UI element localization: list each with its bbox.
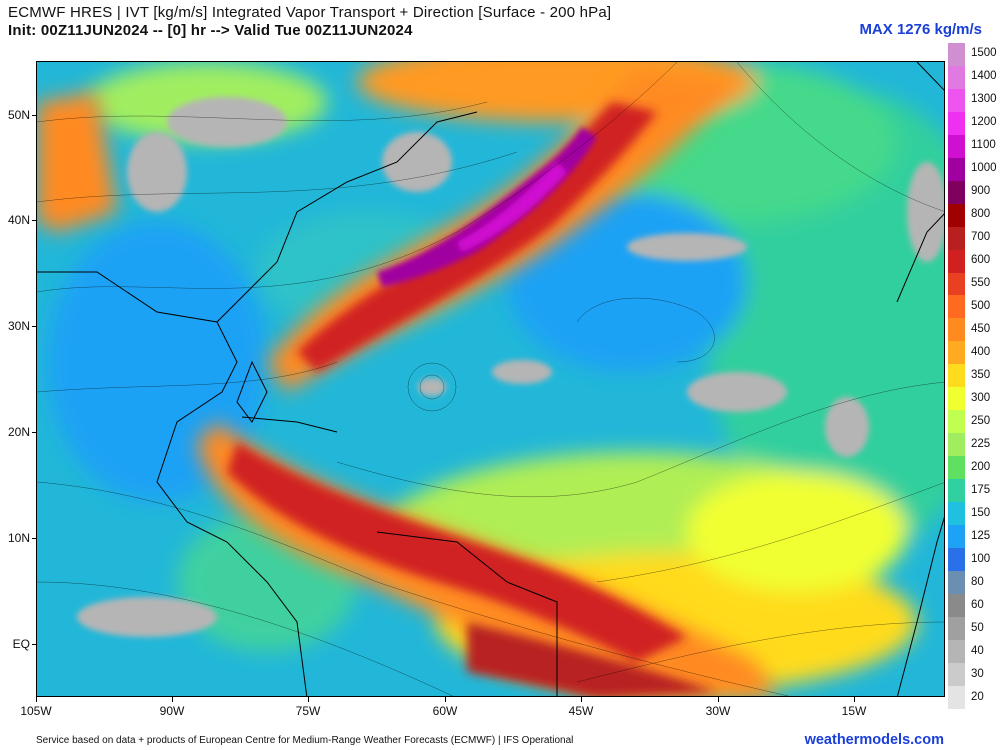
lon-tick <box>308 697 309 702</box>
colorbar-swatch <box>948 639 965 663</box>
colorbar-swatch <box>948 341 965 365</box>
colorbar-swatch <box>948 157 965 181</box>
lon-tick <box>718 697 719 702</box>
colorbar-label: 1400 <box>971 70 997 83</box>
lon-tick <box>172 697 173 702</box>
max-value-label: MAX 1276 kg/m/s <box>859 21 982 38</box>
title-line-1: ECMWF HRES | IVT [kg/m/s] Integrated Vap… <box>8 4 612 21</box>
colorbar-swatch <box>948 203 965 227</box>
lat-label-20n: 20N <box>0 425 37 439</box>
colorbar-label: 700 <box>971 231 991 244</box>
colorbar-swatch <box>948 318 965 342</box>
lon-label-45w: 45W <box>568 704 594 718</box>
chart-title: ECMWF HRES | IVT [kg/m/s] Integrated Vap… <box>8 4 611 40</box>
lon-label-15w: 15W <box>841 704 867 718</box>
colorbar-swatch <box>948 226 965 250</box>
colorbar-swatch <box>948 685 965 709</box>
lat-label-50n: 50N <box>0 108 37 122</box>
colorbar-swatch <box>948 570 965 594</box>
colorbar-label: 550 <box>971 277 991 290</box>
colorbar-label: 225 <box>971 437 991 450</box>
colorbar-swatch <box>948 134 965 158</box>
colorbar-label: 1000 <box>971 162 997 175</box>
colorbar-swatch <box>948 410 965 434</box>
colorbar-label: 450 <box>971 323 991 336</box>
colorbar-label: 1200 <box>971 116 997 129</box>
colorbar-label: 350 <box>971 369 991 381</box>
colorbar-swatch <box>948 88 965 112</box>
colorbar-label: 150 <box>971 506 991 519</box>
colorbar-swatch <box>948 295 965 319</box>
colorbar-swatch <box>948 65 965 89</box>
colorbar-swatch <box>948 111 965 135</box>
colorbar-label: 800 <box>971 208 991 221</box>
lon-tick <box>581 697 582 702</box>
colorbar-label: 1500 <box>971 47 997 60</box>
colorbar-swatch <box>948 525 965 548</box>
colorbar-label: 30 <box>971 667 984 680</box>
lat-label-40n: 40N <box>0 213 37 227</box>
lat-label-30n: 30N <box>0 319 37 333</box>
colorbar-label: 175 <box>971 483 991 496</box>
colorbar-label: 1100 <box>971 139 996 152</box>
lat-label-10n: 10N <box>0 531 37 545</box>
colorbar-label: 200 <box>971 460 991 473</box>
colorbar-label: 300 <box>971 391 991 404</box>
lon-label-60w: 60W <box>432 704 458 718</box>
colorbar-swatch <box>948 272 965 296</box>
colorbar-label: 60 <box>971 598 984 611</box>
colorbar-label: 250 <box>971 414 991 427</box>
colorbar-swatch <box>948 479 965 503</box>
brand-link[interactable]: weathermodels.com <box>804 732 944 748</box>
colorbar-label: 1300 <box>971 93 997 106</box>
colorbar-label: 40 <box>971 644 984 657</box>
lon-tick <box>854 697 855 702</box>
lon-label-75w: 75W <box>295 704 321 718</box>
colorbar-swatch <box>948 180 965 204</box>
colorbar-swatch <box>948 662 965 686</box>
colorbar-label: 100 <box>971 552 991 565</box>
lon-label-30w: 30W <box>705 704 731 718</box>
ivt-map <box>36 61 945 697</box>
colorbar-label: 20 <box>971 690 984 703</box>
colorbar-label: 400 <box>971 346 991 359</box>
lon-tick <box>445 697 446 702</box>
colorbar-swatch <box>948 502 965 526</box>
lon-tick <box>36 697 37 702</box>
ivt-field <box>37 62 944 696</box>
colorbar-label: 900 <box>971 185 991 198</box>
colorbar-swatch <box>948 547 965 571</box>
colorbar-swatch <box>948 43 965 66</box>
lon-label-105w: 105W <box>20 704 52 718</box>
colorbar-swatch <box>948 387 965 411</box>
colorbar-label: 50 <box>971 621 984 634</box>
colorbar-label: 600 <box>971 254 991 267</box>
colorbar-swatch <box>948 364 965 388</box>
colorbar-swatch <box>948 616 965 640</box>
colorbar-swatch <box>948 593 965 617</box>
colorbar-swatch <box>948 433 965 457</box>
colorbar-label: 500 <box>971 300 991 313</box>
colorbar-swatch <box>948 249 965 273</box>
data-source-credit: Service based on data + products of Euro… <box>36 735 574 746</box>
colorbar-label: 80 <box>971 575 984 588</box>
colorbar <box>948 43 965 709</box>
lat-label-eq: EQ <box>0 637 37 651</box>
lon-label-90w: 90W <box>159 704 185 718</box>
colorbar-swatch <box>948 456 965 480</box>
colorbar-label: 125 <box>971 529 991 542</box>
title-line-2: Init: 00Z11JUN2024 -- [0] hr --> Valid T… <box>8 22 413 39</box>
